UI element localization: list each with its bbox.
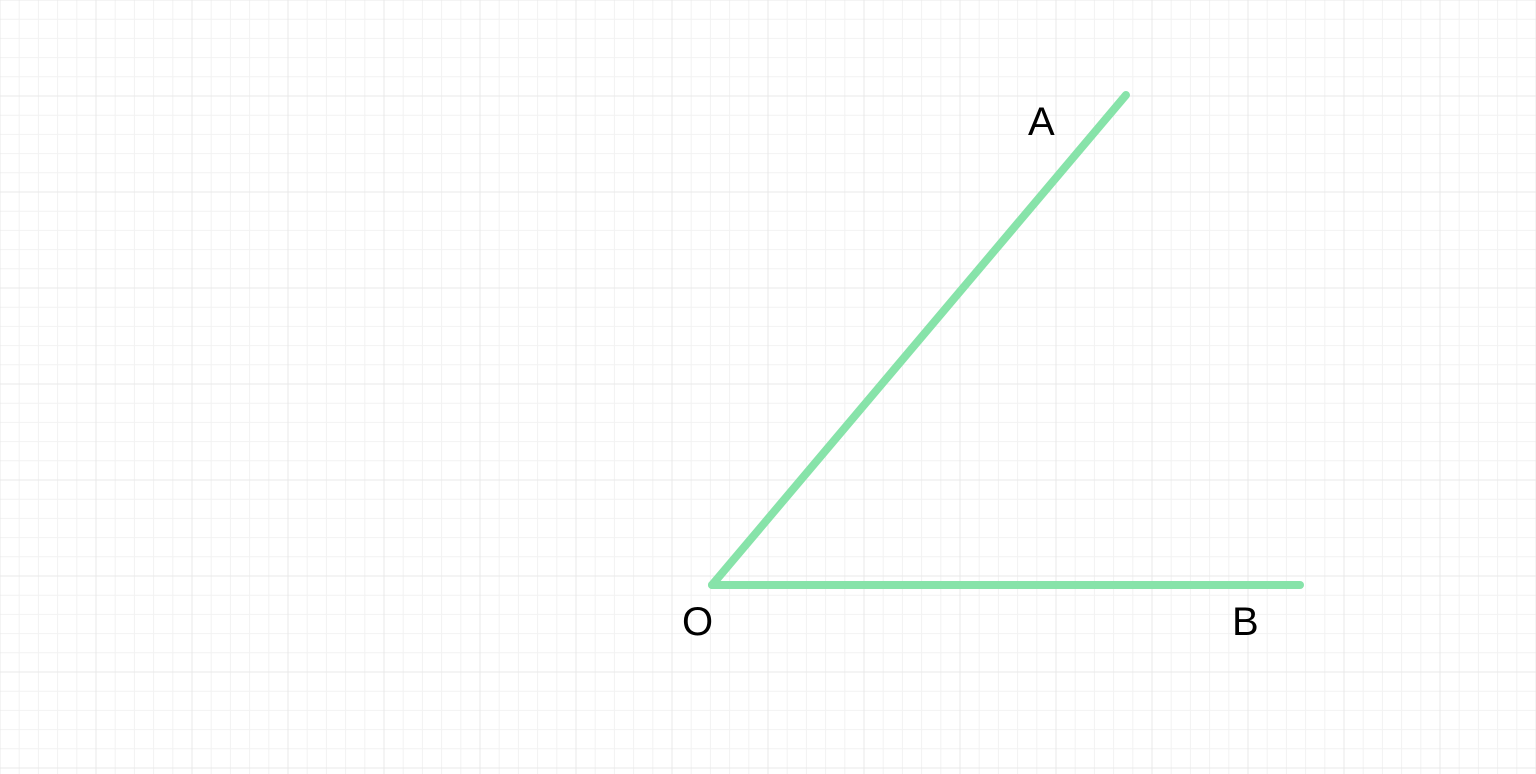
ray-oa [712, 95, 1126, 585]
label-b: B [1232, 600, 1259, 645]
rays-group [712, 95, 1300, 585]
angle-diagram [0, 0, 1536, 774]
grid-group [0, 0, 1536, 774]
label-o: O [682, 600, 713, 645]
label-a: A [1028, 100, 1055, 145]
